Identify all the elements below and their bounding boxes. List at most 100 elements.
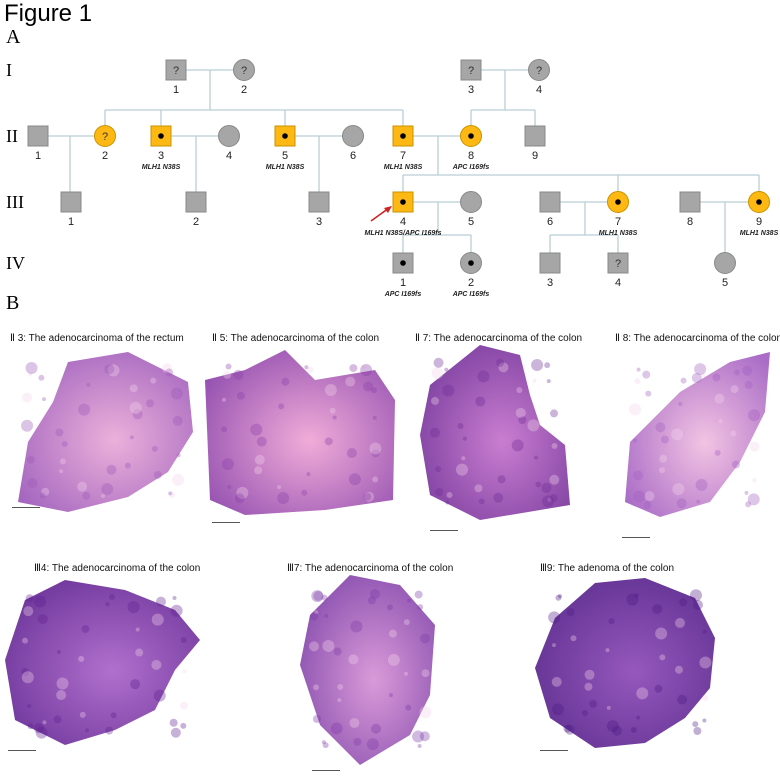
tissue-section (5, 580, 200, 745)
tissue-texture (56, 690, 67, 701)
tissue-texture (692, 721, 699, 728)
individual-number: 1 (400, 277, 406, 289)
tissue-texture (353, 737, 362, 746)
tissue-texture (348, 654, 359, 665)
carrier-dot-icon (400, 133, 406, 139)
tissue-texture (462, 436, 467, 441)
mutation-label: APC I169fs (384, 291, 422, 298)
tissue-texture (324, 383, 337, 396)
tissue-texture (306, 472, 311, 477)
pedigree-individual-I-1: ?1 (165, 59, 187, 96)
tissue-texture (633, 470, 644, 481)
carrier-dot-icon (400, 260, 406, 266)
tissue-texture (654, 684, 663, 693)
tissue-texture (701, 373, 706, 378)
male-symbol (679, 191, 701, 213)
tissue-texture (420, 633, 431, 644)
tissue-texture (546, 379, 551, 384)
tissue-texture (324, 613, 329, 618)
pedigree-individual-IV-1: 1 APC I169fs (384, 252, 422, 298)
tissue-texture (547, 497, 552, 502)
proband-arrowhead-icon (384, 206, 392, 213)
unknown-status-mark: ? (468, 65, 474, 77)
tissue-texture (645, 390, 652, 397)
tissue-texture (234, 493, 245, 504)
male-symbol (60, 191, 82, 213)
tissue-section (625, 352, 770, 517)
tissue-section (18, 352, 193, 512)
tissue-texture (660, 435, 669, 444)
male-symbol (165, 59, 187, 81)
tissue-texture (129, 401, 142, 414)
tissue-texture (752, 478, 757, 483)
tissue-texture (742, 365, 753, 376)
tissue-texture (542, 495, 555, 508)
tissue-texture (129, 435, 134, 440)
individual-number: 4 (536, 84, 542, 96)
tissue-texture (363, 381, 374, 392)
tissue-texture (533, 455, 538, 460)
histology-caption: Ⅱ 8: The adenocarcinoma of the colon (615, 333, 780, 344)
tissue-texture (629, 403, 642, 416)
tissue-section (420, 345, 570, 520)
individual-number: 4 (615, 277, 621, 289)
pedigree-individual-II-6: 6 (342, 125, 364, 162)
tissue-texture (151, 445, 158, 452)
tissue-texture (78, 655, 85, 662)
histology-image (625, 352, 770, 517)
pedigree-individual-IV-5: 5 (714, 252, 736, 289)
female-symbol (342, 125, 364, 147)
pedigree-individual-II-2: ?2 (94, 125, 116, 162)
tissue-texture (414, 590, 423, 599)
scale-bar (540, 748, 568, 751)
tissue-texture (369, 442, 382, 455)
tissue-texture (59, 458, 66, 465)
tissue-texture (652, 603, 663, 614)
tissue-texture (132, 409, 143, 420)
tissue-texture (549, 494, 558, 503)
tissue-texture (696, 499, 701, 504)
scale-bar (622, 535, 650, 538)
tissue-texture (671, 428, 684, 441)
tissue-texture (301, 489, 308, 496)
individual-number: 4 (226, 150, 232, 162)
pedigree-individual-III-4: 4 MLH1 N38S/APC I169fs (364, 191, 442, 237)
tissue-texture (81, 624, 90, 633)
tissue-texture (699, 656, 712, 669)
carrier-dot-icon (282, 133, 288, 139)
tissue-texture (314, 610, 319, 615)
tissue-texture (550, 409, 559, 418)
tissue-texture (153, 470, 162, 479)
tissue-texture (745, 501, 752, 508)
tissue-texture (744, 490, 749, 495)
pedigree-individual-I-3: ?3 (460, 59, 482, 96)
tissue-texture (369, 589, 380, 600)
tissue-texture (28, 372, 33, 377)
tissue-texture (457, 422, 464, 429)
tissue-texture (679, 598, 688, 607)
tissue-texture (435, 488, 444, 497)
tissue-texture (633, 490, 646, 503)
tissue-texture (702, 629, 707, 634)
tissue-texture (511, 439, 524, 452)
tissue-texture (309, 641, 320, 652)
tissue-texture (129, 384, 138, 393)
female-symbol (94, 125, 116, 147)
tissue-texture (693, 726, 702, 735)
tissue-texture (41, 397, 46, 402)
tissue-texture (691, 372, 702, 383)
tissue-texture (168, 491, 173, 496)
tissue-texture (370, 723, 381, 734)
tissue-texture (337, 698, 342, 703)
tissue-section (205, 350, 395, 515)
tissue-texture (527, 419, 540, 432)
tissue-texture (27, 723, 34, 730)
tissue-texture (387, 653, 400, 666)
tissue-texture (332, 415, 337, 420)
tissue-texture (311, 590, 324, 603)
tissue-texture (225, 363, 232, 370)
pedigree-individual-II-7: 7 MLH1 N38S (384, 125, 423, 171)
tissue-texture (655, 422, 666, 433)
tissue-texture (541, 482, 552, 493)
